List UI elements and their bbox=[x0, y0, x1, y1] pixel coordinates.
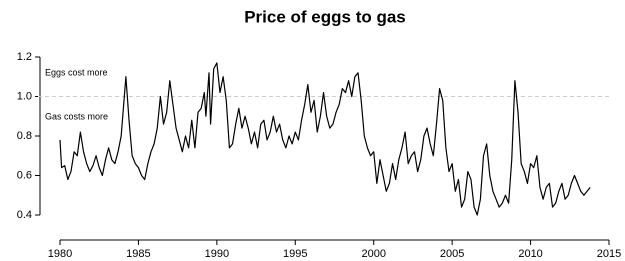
chart-title: Price of eggs to gas bbox=[244, 7, 406, 26]
annotation: Eggs cost more bbox=[45, 67, 108, 77]
annotation: Gas costs more bbox=[45, 111, 108, 121]
x-tick-label: 2015 bbox=[597, 248, 621, 260]
y-tick-label: 0.4 bbox=[17, 209, 32, 221]
y-tick-label: 1.2 bbox=[17, 51, 32, 63]
x-tick-label: 2000 bbox=[361, 248, 385, 260]
x-tick-label: 1985 bbox=[126, 248, 150, 260]
x-tick-label: 1990 bbox=[205, 248, 229, 260]
x-tick-label: 1980 bbox=[48, 248, 72, 260]
y-tick-label: 0.6 bbox=[17, 169, 32, 181]
x-tick-label: 1995 bbox=[283, 248, 307, 260]
x-tick-label: 2010 bbox=[518, 248, 542, 260]
y-tick-label: 1.0 bbox=[17, 90, 32, 102]
x-tick-label: 2005 bbox=[440, 248, 464, 260]
y-tick-label: 0.8 bbox=[17, 130, 32, 142]
data-line bbox=[59, 62, 591, 216]
